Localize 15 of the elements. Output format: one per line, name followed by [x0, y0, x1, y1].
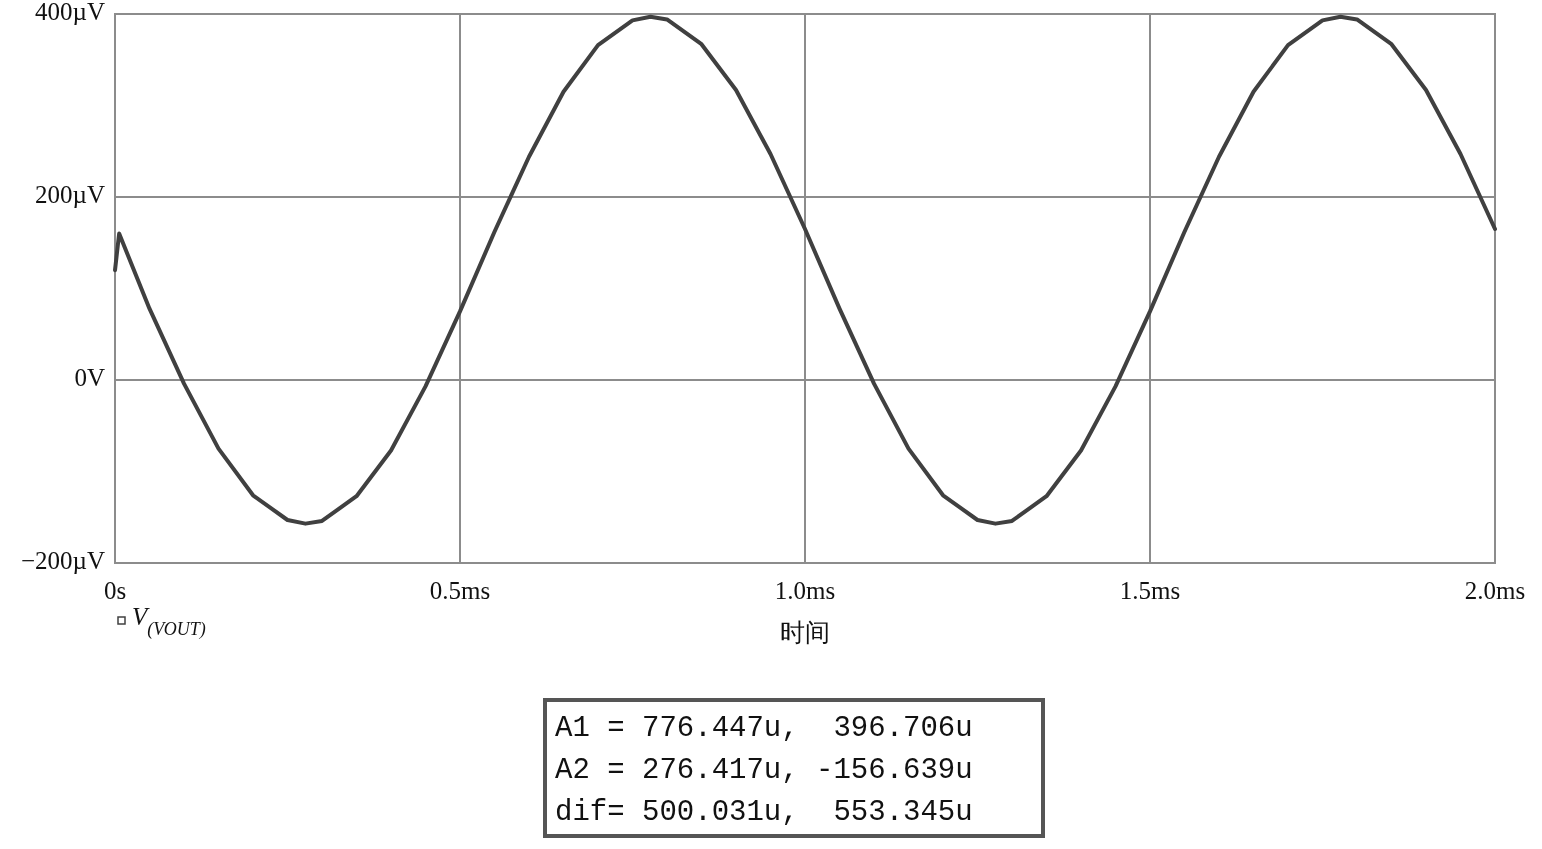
x-tick-label: 0.5ms	[429, 577, 491, 604]
text: dif= 500.031u, 553.345u	[555, 796, 973, 829]
x-tick-label: 1.5ms	[1119, 577, 1181, 604]
legend-label: V$_{(VOUT)}$	[132, 603, 206, 640]
x-tick-label: 2.0ms	[1464, 577, 1526, 604]
line-series	[113, 14, 1497, 526]
y-tick-label: 400µV	[35, 0, 105, 25]
x-tick-label: 1.0ms	[774, 577, 836, 604]
x-axis-title: 时间	[780, 619, 830, 646]
y-tick-label: 0V	[74, 364, 105, 391]
y-tick-label: −200µV	[20, 547, 105, 574]
text: A1 = 776.447u, 396.706u	[555, 712, 973, 745]
x-tick-label: 0s	[103, 577, 127, 604]
text: A2 = 276.417u, -156.639u	[555, 754, 973, 787]
y-tick-label: 200µV	[35, 181, 105, 208]
